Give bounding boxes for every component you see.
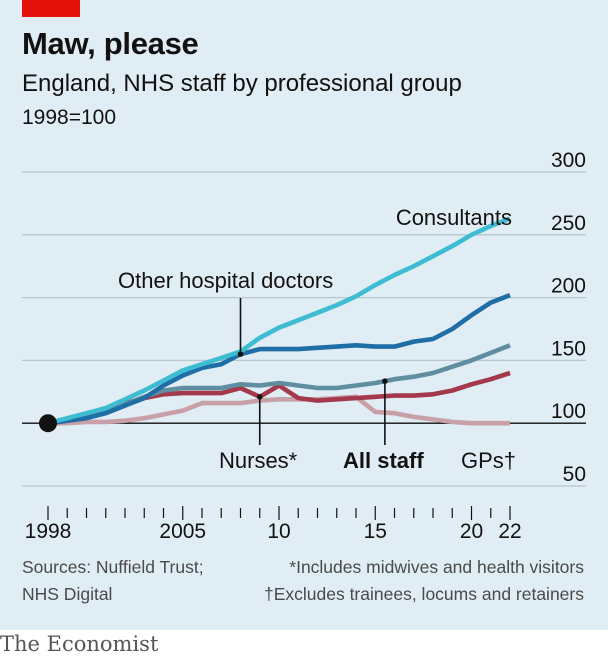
x-tick-label-2020: 20 xyxy=(460,520,483,543)
pointer-dot-all-staff xyxy=(382,378,388,384)
x-tick-label-2005: 2005 xyxy=(159,520,206,543)
chart-subtitle: England, NHS staff by professional group xyxy=(22,70,462,97)
x-axis: 1998 2005 10 15 20 22 xyxy=(25,506,522,543)
footnotes: *Includes midwives and health visitors †… xyxy=(264,554,584,608)
y-tick-label-200: 200 xyxy=(551,275,586,298)
y-tick-label-100: 100 xyxy=(551,400,586,423)
index-start-marker xyxy=(39,414,57,433)
label-other-hospital-doctors: Other hospital doctors xyxy=(118,268,333,293)
pointer-dot-other-hospital-doctors xyxy=(237,351,244,357)
label-nurses: Nurses* xyxy=(219,448,298,473)
x-tick-label-2022: 22 xyxy=(498,520,521,543)
series-line-gps xyxy=(48,394,510,426)
sources-line-1: Sources: Nuffield Trust; xyxy=(22,557,204,577)
y-tick-label-300: 300 xyxy=(551,150,586,172)
sources-note: Sources: Nuffield Trust; NHS Digital xyxy=(22,554,204,608)
y-tick-label-150: 150 xyxy=(551,337,586,360)
series-line-other-hospital-doctors xyxy=(47,292,511,426)
label-pointers xyxy=(237,298,388,445)
series-line-consultants xyxy=(47,216,511,426)
economist-logo-text: The Economist xyxy=(0,632,159,656)
series-labels: Consultants Other hospital doctors Nurses*… xyxy=(118,205,516,473)
unit-label: 1998=100 xyxy=(22,106,117,129)
label-gps: GPs† xyxy=(461,448,516,473)
brand-red-bar xyxy=(22,0,80,17)
footnote-nurses: *Includes midwives and health visitors xyxy=(289,557,584,577)
series-line-all-staff xyxy=(47,343,511,426)
line-chart: 50 100 150 200 250 300 Consultants Other hospi… xyxy=(22,150,586,543)
footnote-gps: †Excludes trainees, locums and retainers xyxy=(263,584,584,604)
x-tick-label-2010: 10 xyxy=(267,520,290,543)
pointer-dot-nurses xyxy=(256,394,263,400)
gridlines: 50 100 150 200 250 300 xyxy=(22,150,586,487)
chart-title: Maw, please xyxy=(22,26,199,61)
label-all-staff: All staff xyxy=(343,448,424,473)
y-tick-label-50: 50 xyxy=(563,463,586,486)
y-tick-label-250: 250 xyxy=(551,212,586,235)
label-consultants: Consultants xyxy=(396,205,512,230)
chart-panel xyxy=(0,0,608,630)
sources-line-2: NHS Digital xyxy=(22,584,113,604)
x-tick-label-2015: 15 xyxy=(364,520,387,543)
series-lines xyxy=(39,216,511,433)
x-tick-label-1998: 1998 xyxy=(25,520,72,543)
